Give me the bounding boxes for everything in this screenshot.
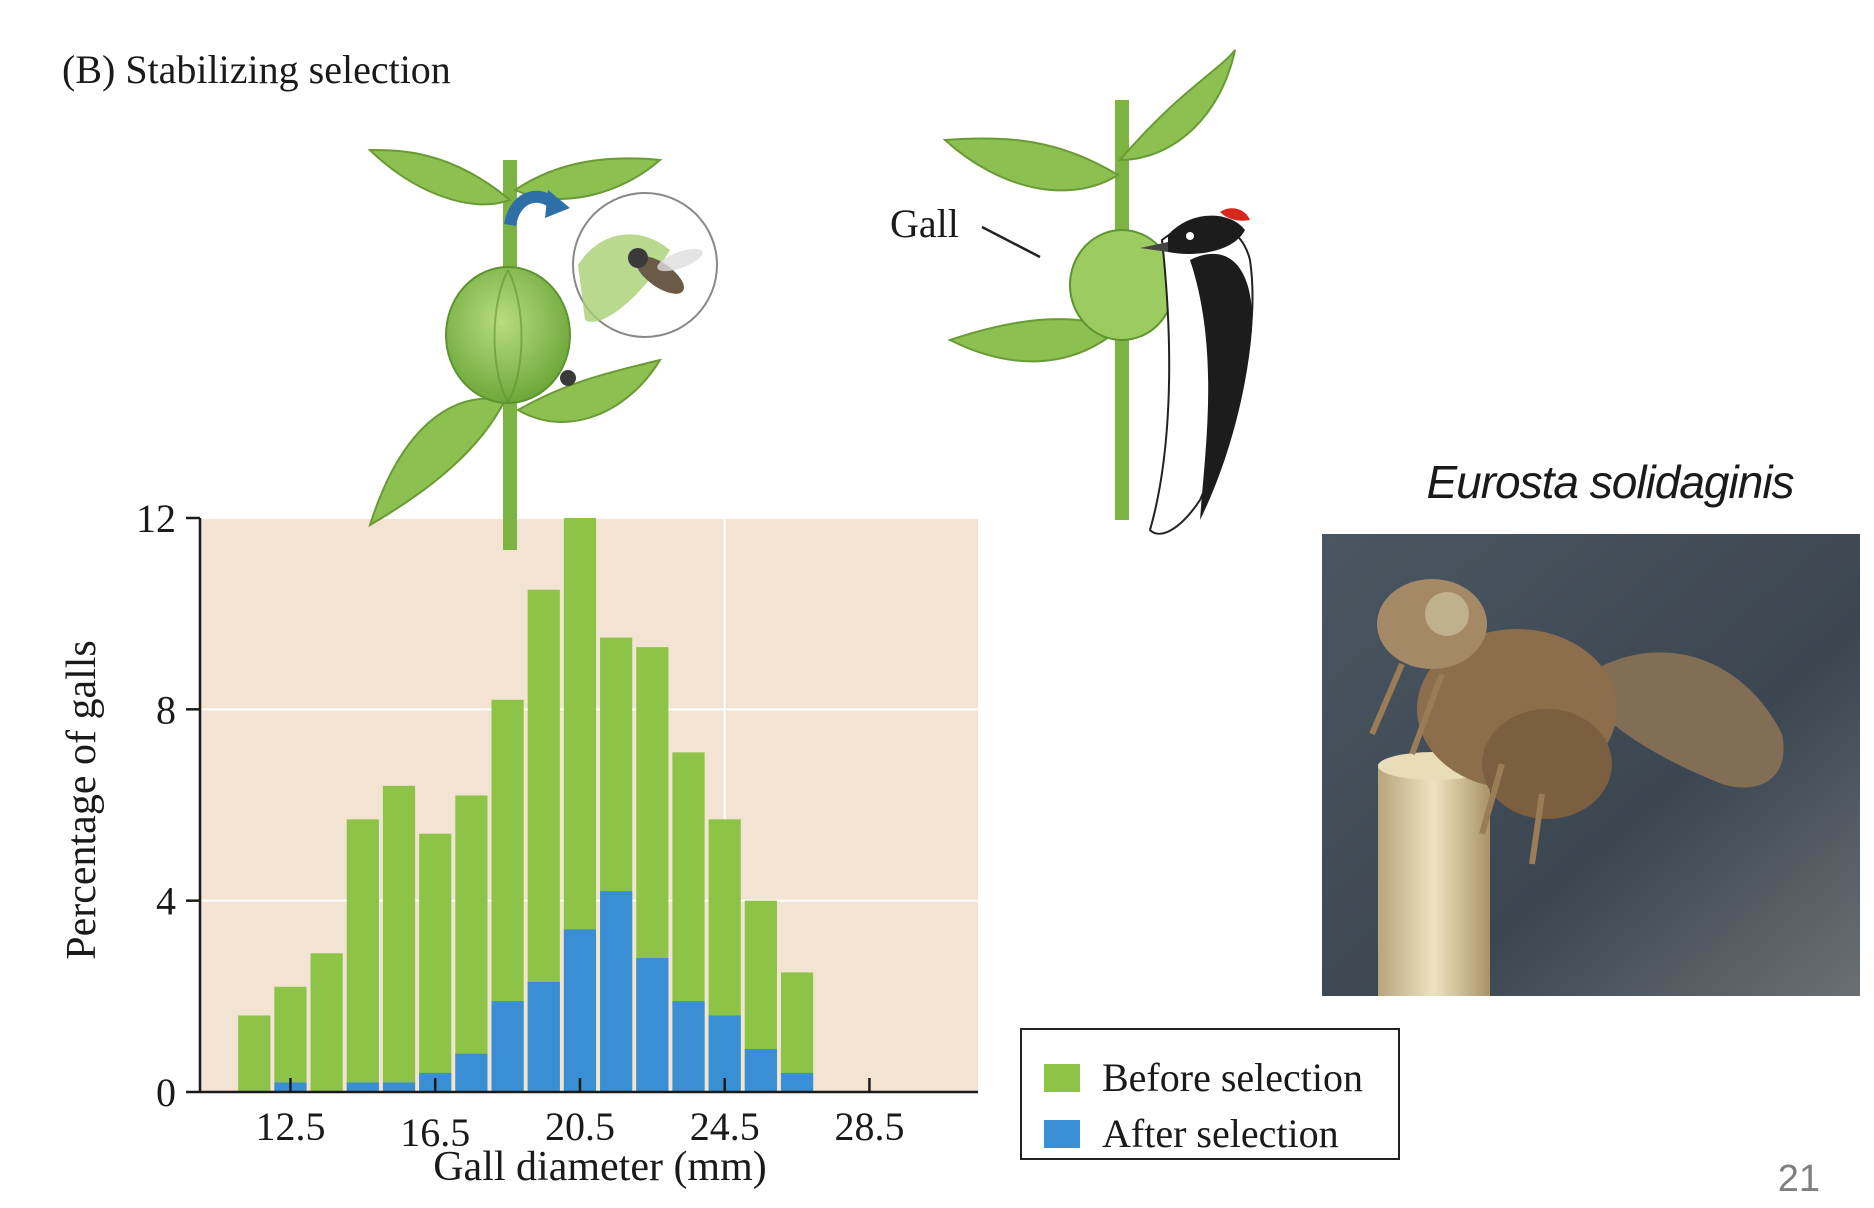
bar-before-selection [382, 785, 416, 1092]
bar-before-selection [274, 986, 307, 1092]
bar-after-selection [455, 1053, 488, 1092]
y-tick-label: 12 [136, 496, 176, 541]
bar-after-selection [491, 1001, 524, 1092]
y-axis-label: Percentage of galls [59, 640, 105, 960]
bar-after-selection [780, 1072, 814, 1092]
bar-after-selection [744, 1048, 777, 1092]
plot-area: 0 4 8 12 12.5 16.5 20.5 24.5 28.5 [136, 496, 978, 1155]
x-tick-label: 24.5 [690, 1104, 760, 1149]
y-tick-label: 8 [156, 687, 176, 732]
legend-swatch-before [1044, 1063, 1080, 1092]
fly-photo [1322, 534, 1860, 996]
species-name: Eurosta solidaginis [1426, 456, 1794, 508]
slide-number: 21 [1777, 1158, 1820, 1200]
bar-before-selection [310, 953, 343, 1092]
y-tick-label: 4 [156, 879, 176, 924]
x-axis-label: Gall diameter (mm) [433, 1144, 767, 1190]
bar-after-selection [563, 929, 597, 1092]
y-tick-label: 0 [156, 1070, 176, 1115]
bar-before-selection [419, 833, 452, 1092]
bar-after-selection [527, 981, 560, 1092]
panel-label: (B) Stabilizing selection [62, 47, 451, 92]
bar-after-selection [600, 891, 633, 1092]
x-tick-label: 12.5 [255, 1104, 325, 1149]
x-tick-label: 28.5 [834, 1104, 904, 1149]
bar-after-selection [346, 1082, 379, 1092]
bar-before-selection [346, 819, 379, 1092]
bar-after-selection [672, 1001, 705, 1092]
legend-item-before-selection: Before selection [1044, 1054, 1363, 1101]
legend-item-after-selection: After selection [1044, 1110, 1339, 1157]
chart-legend: Before selection After selection [1020, 1028, 1400, 1160]
gall-plant-with-fly-illustration [367, 148, 718, 550]
x-tick-label: 20.5 [545, 1104, 615, 1149]
gall-label: Gall [890, 201, 959, 246]
x-tick-label: 16.5 [400, 1110, 470, 1155]
bar-before-selection [455, 795, 488, 1092]
gall-plant-with-woodpecker-illustration [942, 49, 1254, 535]
legend-swatch-after [1044, 1119, 1080, 1148]
bar-before-selection [238, 1015, 271, 1092]
legend-label-after: After selection [1102, 1111, 1339, 1156]
gall-leader-line [981, 225, 1041, 259]
legend-label-before: Before selection [1102, 1055, 1363, 1100]
bar-after-selection [382, 1082, 416, 1092]
bar-before-selection [780, 972, 814, 1092]
bar-after-selection [636, 958, 669, 1092]
